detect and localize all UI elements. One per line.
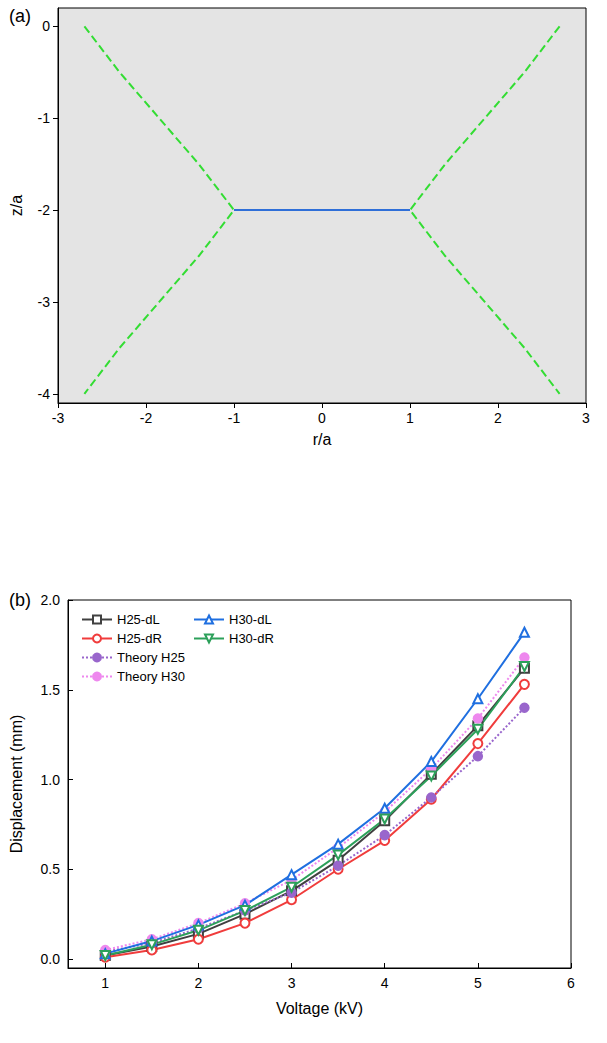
svg-text:z/a: z/a: [8, 195, 25, 216]
svg-text:Displacement (mm): Displacement (mm): [8, 715, 25, 854]
svg-text:2.0: 2.0: [41, 592, 61, 608]
svg-text:1: 1: [101, 975, 109, 991]
svg-text:-1: -1: [38, 110, 51, 126]
svg-text:H30-dL: H30-dL: [229, 612, 272, 627]
svg-text:1.5: 1.5: [41, 682, 61, 698]
svg-text:(a): (a): [9, 6, 31, 26]
svg-text:H25-dL: H25-dL: [117, 612, 160, 627]
svg-text:3: 3: [288, 975, 296, 991]
svg-text:3: 3: [582, 410, 590, 426]
svg-text:1.0: 1.0: [41, 772, 61, 788]
svg-text:-4: -4: [38, 386, 51, 402]
svg-text:H25-dR: H25-dR: [117, 631, 162, 646]
svg-text:r/a: r/a: [313, 431, 332, 448]
svg-text:0.5: 0.5: [41, 861, 61, 877]
svg-text:5: 5: [474, 975, 482, 991]
svg-text:Theory H30: Theory H30: [117, 669, 185, 684]
svg-text:-2: -2: [38, 202, 51, 218]
svg-text:0: 0: [318, 410, 326, 426]
svg-text:-3: -3: [52, 410, 65, 426]
svg-text:-1: -1: [228, 410, 241, 426]
svg-text:-3: -3: [38, 294, 51, 310]
svg-text:(b): (b): [9, 590, 31, 610]
svg-text:-2: -2: [140, 410, 153, 426]
svg-text:Theory H25: Theory H25: [117, 650, 185, 665]
svg-text:2: 2: [494, 410, 502, 426]
svg-text:6: 6: [567, 975, 575, 991]
svg-text:H30-dR: H30-dR: [229, 631, 274, 646]
svg-text:0.0: 0.0: [41, 951, 61, 967]
svg-text:0: 0: [42, 18, 50, 34]
svg-text:1: 1: [406, 410, 414, 426]
svg-text:2: 2: [195, 975, 203, 991]
svg-text:Voltage (kV): Voltage (kV): [276, 1000, 363, 1017]
svg-text:4: 4: [381, 975, 389, 991]
